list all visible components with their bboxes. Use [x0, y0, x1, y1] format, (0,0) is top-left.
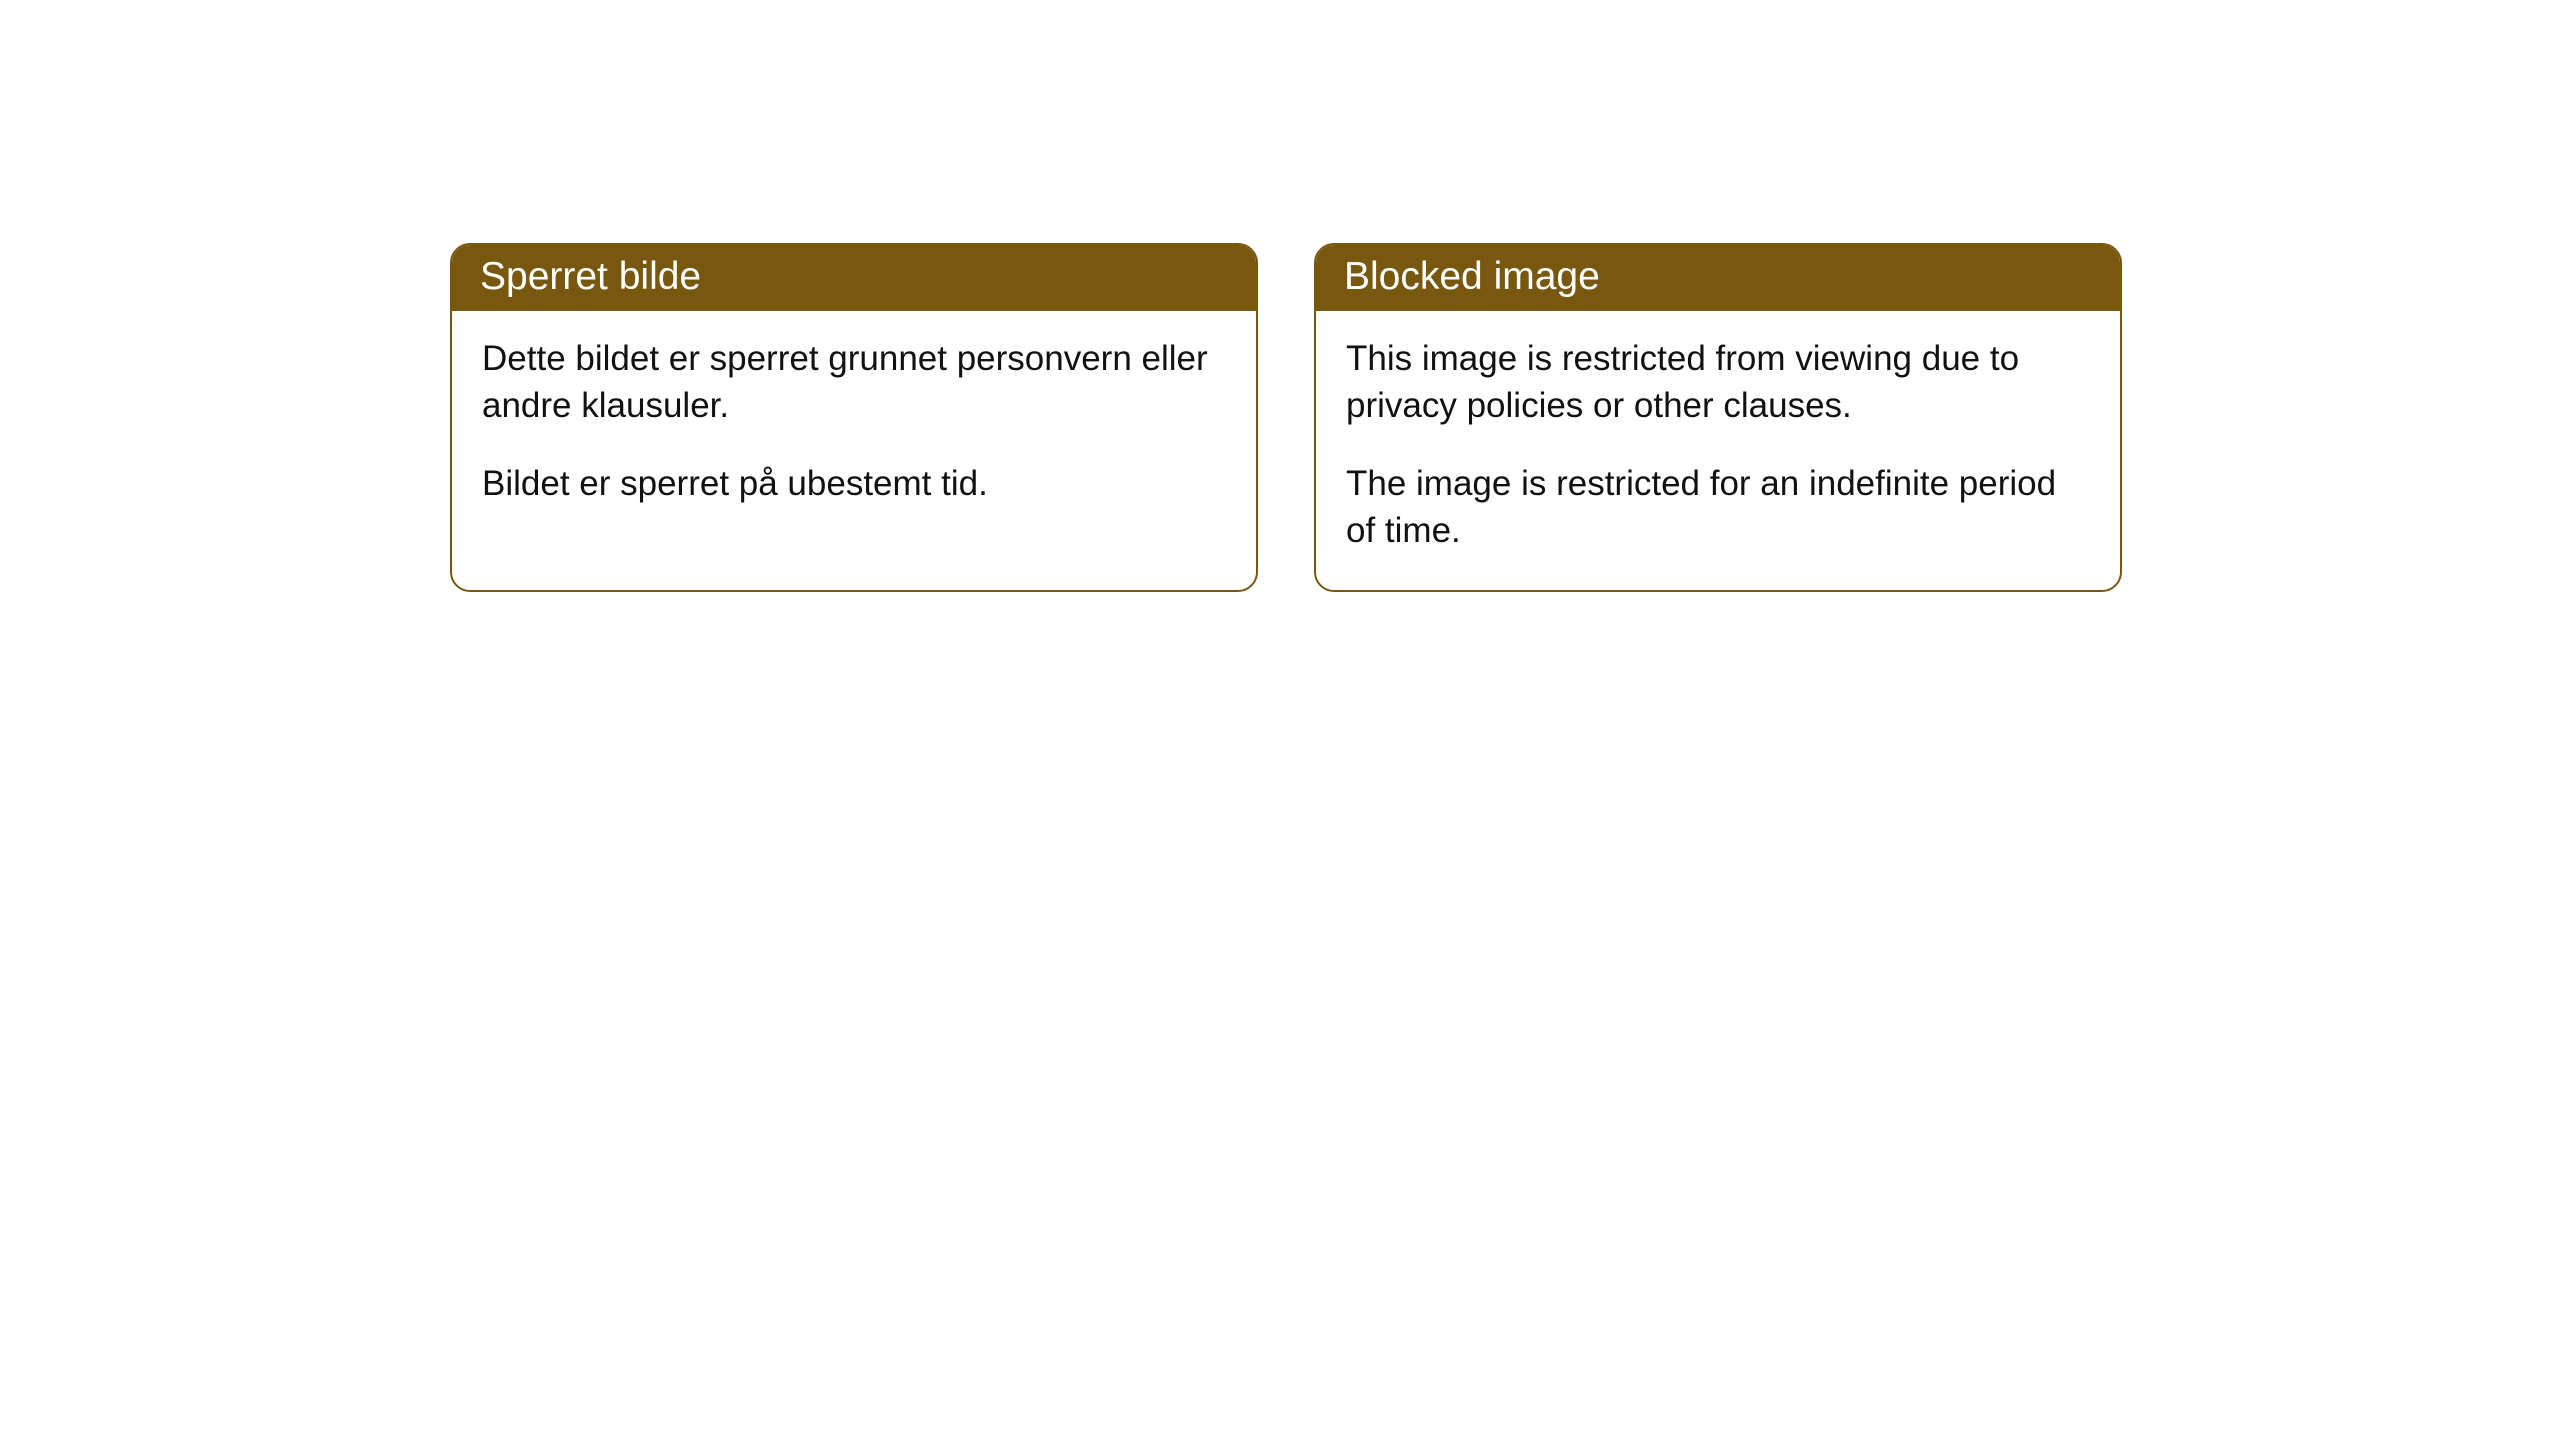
- card-body: This image is restricted from viewing du…: [1316, 311, 2120, 590]
- card-body: Dette bildet er sperret grunnet personve…: [452, 311, 1256, 543]
- card-header: Sperret bilde: [452, 245, 1256, 311]
- card-paragraph: Dette bildet er sperret grunnet personve…: [482, 335, 1226, 430]
- card-paragraph: This image is restricted from viewing du…: [1346, 335, 2090, 430]
- notice-card-english: Blocked image This image is restricted f…: [1314, 243, 2122, 592]
- card-title: Blocked image: [1344, 255, 1600, 298]
- card-paragraph: The image is restricted for an indefinit…: [1346, 460, 2090, 555]
- card-title: Sperret bilde: [480, 255, 701, 298]
- card-header: Blocked image: [1316, 245, 2120, 311]
- card-paragraph: Bildet er sperret på ubestemt tid.: [482, 460, 1226, 507]
- notice-cards-container: Sperret bilde Dette bildet er sperret gr…: [0, 0, 2560, 592]
- notice-card-norwegian: Sperret bilde Dette bildet er sperret gr…: [450, 243, 1258, 592]
